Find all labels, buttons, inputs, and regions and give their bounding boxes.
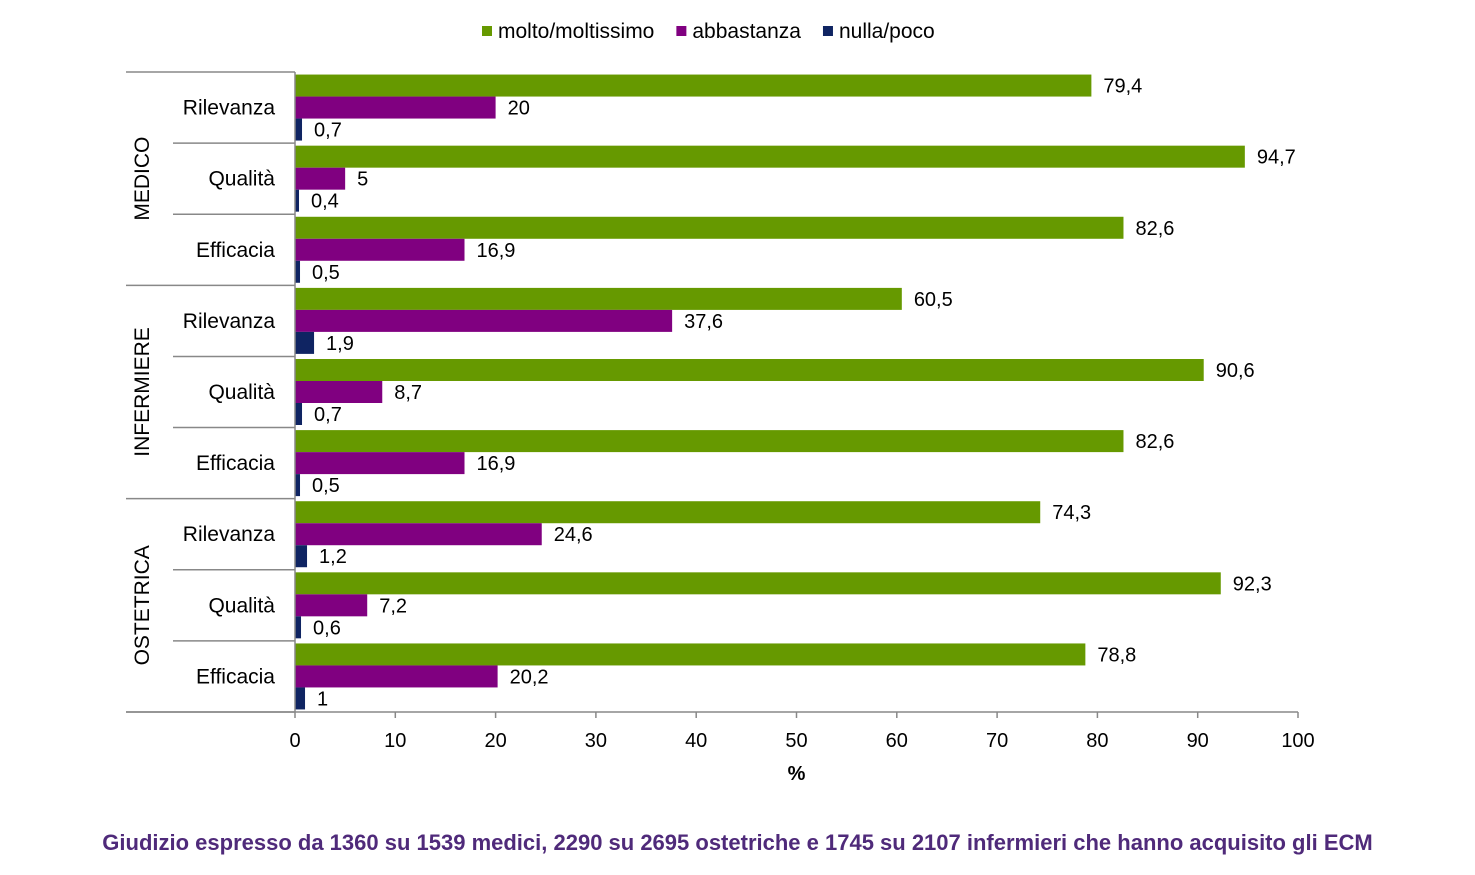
data-label: 0,4 bbox=[311, 191, 339, 213]
x-tick-label: 50 bbox=[785, 730, 807, 752]
bar bbox=[295, 118, 303, 141]
bar bbox=[295, 545, 308, 568]
bar bbox=[295, 287, 902, 310]
bar bbox=[295, 616, 302, 639]
data-label: 5 bbox=[357, 169, 368, 191]
bar bbox=[295, 643, 1086, 666]
data-label: 16,9 bbox=[477, 240, 516, 262]
bar bbox=[295, 381, 383, 403]
bar bbox=[295, 216, 1124, 239]
bar bbox=[295, 359, 1204, 381]
x-tick-label: 90 bbox=[1187, 730, 1209, 752]
data-label: 0,7 bbox=[314, 404, 342, 426]
x-tick-label: 60 bbox=[886, 730, 908, 752]
data-label: 1,9 bbox=[326, 333, 354, 355]
data-label: 0,5 bbox=[312, 262, 340, 284]
bar bbox=[295, 687, 306, 710]
data-label: 0,6 bbox=[313, 617, 341, 639]
legend-label: nulla/poco bbox=[839, 20, 935, 43]
data-label: 82,6 bbox=[1135, 431, 1174, 453]
category-label: Qualità bbox=[208, 168, 275, 191]
x-tick-label: 70 bbox=[986, 730, 1008, 752]
data-label: 79,4 bbox=[1103, 76, 1142, 98]
data-label: 7,2 bbox=[379, 595, 407, 617]
category-label: Qualità bbox=[208, 594, 275, 617]
data-label: 78,8 bbox=[1097, 644, 1136, 666]
data-label: 37,6 bbox=[684, 311, 723, 333]
bar-chart: molto/moltissimo abbastanza nulla/poco 79,4… bbox=[126, 20, 1315, 785]
bar bbox=[295, 260, 301, 283]
bar bbox=[295, 452, 465, 475]
chart-caption: Giudizio espresso da 1360 su 1539 medici… bbox=[102, 830, 1373, 855]
data-label: 0,5 bbox=[312, 475, 340, 497]
x-tick-label: 20 bbox=[484, 730, 506, 752]
category-label: Rilevanza bbox=[183, 310, 276, 333]
group-label: OSTETRICA bbox=[131, 545, 154, 665]
category-label: Efficacia bbox=[196, 452, 275, 475]
bar bbox=[295, 523, 542, 546]
legend-swatch bbox=[822, 26, 833, 36]
data-label: 94,7 bbox=[1257, 147, 1296, 169]
x-tick-label: 100 bbox=[1281, 730, 1314, 752]
bar bbox=[295, 145, 1245, 168]
category-label: Qualità bbox=[208, 381, 275, 404]
legend-label: abbastanza bbox=[692, 20, 801, 43]
x-tick-label: 80 bbox=[1086, 730, 1108, 752]
category-label: Efficacia bbox=[196, 665, 275, 688]
bar bbox=[295, 594, 368, 617]
bar bbox=[295, 309, 673, 332]
x-tick-label: 0 bbox=[289, 730, 300, 752]
data-label: 8,7 bbox=[394, 382, 422, 404]
bar bbox=[295, 572, 1221, 595]
bar bbox=[295, 189, 300, 212]
x-tick-label: 10 bbox=[384, 730, 406, 752]
bar bbox=[295, 238, 465, 261]
data-label: 0,7 bbox=[314, 120, 342, 142]
data-label: 16,9 bbox=[477, 453, 516, 475]
category-label: Rilevanza bbox=[183, 97, 276, 120]
data-label: 74,3 bbox=[1052, 502, 1091, 524]
bar bbox=[295, 430, 1124, 453]
data-label: 90,6 bbox=[1216, 360, 1255, 382]
bar bbox=[295, 501, 1041, 524]
x-axis-title: % bbox=[788, 763, 806, 785]
bar bbox=[295, 474, 301, 497]
bar bbox=[295, 167, 346, 190]
data-label: 24,6 bbox=[554, 524, 593, 546]
legend-swatch bbox=[676, 26, 687, 36]
data-label: 82,6 bbox=[1135, 218, 1174, 240]
data-label: 92,3 bbox=[1233, 573, 1272, 595]
group-label: MEDICO bbox=[131, 137, 154, 221]
data-label: 20,2 bbox=[510, 666, 549, 688]
category-label: Efficacia bbox=[196, 239, 275, 262]
category-label: Rilevanza bbox=[183, 523, 276, 546]
data-label: 1 bbox=[317, 688, 328, 710]
x-tick-label: 40 bbox=[685, 730, 707, 752]
bar bbox=[295, 74, 1092, 97]
x-tick-label: 30 bbox=[585, 730, 607, 752]
bar bbox=[295, 96, 496, 119]
group-label: INFERMIERE bbox=[131, 327, 154, 457]
bar bbox=[295, 665, 498, 688]
data-label: 60,5 bbox=[914, 289, 953, 311]
bar bbox=[295, 403, 303, 425]
legend-label: molto/moltissimo bbox=[498, 20, 654, 43]
data-label: 20 bbox=[508, 98, 530, 120]
data-label: 1,2 bbox=[319, 546, 347, 568]
bar bbox=[295, 331, 315, 354]
legend-swatch bbox=[482, 26, 492, 36]
